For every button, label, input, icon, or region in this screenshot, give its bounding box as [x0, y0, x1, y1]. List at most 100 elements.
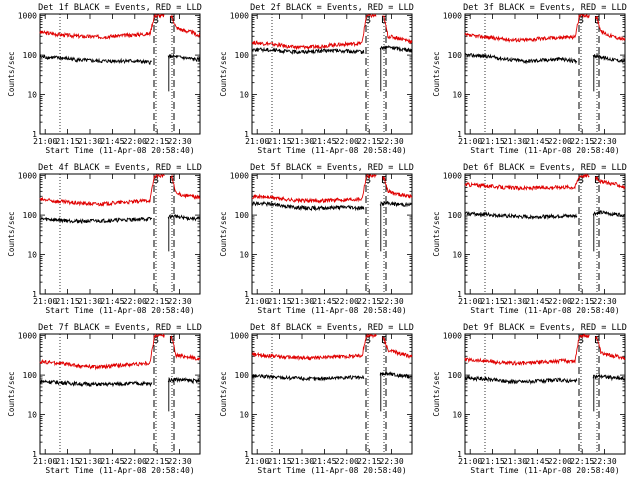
x-tick-label: 22:00	[548, 137, 572, 146]
chart-panel: Det 9f BLACK = Events, RED = LLD 1 10 100 10…	[432, 323, 627, 475]
x-tick-label: 21:00	[245, 457, 269, 466]
series-line	[39, 13, 201, 40]
series-line	[251, 174, 413, 204]
x-axis-label: Start Time (11-Apr-08 20:58:40)	[470, 466, 619, 475]
y-tick-label: 1000	[230, 172, 249, 181]
x-tick-label: 21:15	[268, 457, 292, 466]
y-tick-label: 10	[239, 91, 249, 100]
x-tick-label: 21:45	[100, 297, 124, 306]
x-tick-label: 21:15	[56, 137, 80, 146]
series-line	[251, 44, 413, 92]
series-line	[251, 370, 413, 412]
plot-frame	[39, 13, 201, 135]
x-tick-label: 22:15	[357, 297, 381, 306]
chart-title: Det 2f BLACK = Events, RED = LLD	[250, 3, 414, 13]
x-tick-label: 21:15	[56, 297, 80, 306]
x-tick-label: 21:30	[503, 457, 527, 466]
x-tick-label: 22:00	[548, 457, 572, 466]
series-line	[39, 174, 201, 207]
x-tick-label: 21:00	[33, 297, 57, 306]
x-axis-label: Start Time (11-Apr-08 20:58:40)	[45, 306, 194, 315]
chart-panel: Det 3f BLACK = Events, RED = LLD 1 10 100 10…	[432, 3, 627, 155]
y-axis-label: Counts/sec	[7, 51, 16, 96]
chart-panel: Det 1f BLACK = Events, RED = LLD 1 10 100 10…	[7, 3, 202, 155]
marker-label: S	[153, 335, 159, 346]
x-tick-label: 22:00	[123, 457, 147, 466]
x-tick-label: 22:15	[570, 137, 594, 146]
plot-frame	[39, 173, 201, 295]
x-tick-label: 21:30	[290, 137, 314, 146]
plot-frame	[251, 13, 413, 135]
x-tick-label: 22:00	[548, 297, 572, 306]
marker-label: S	[365, 335, 371, 346]
x-tick-label: 22:00	[335, 457, 359, 466]
series-line	[39, 213, 201, 252]
series-line	[39, 376, 201, 412]
y-tick-label: 10	[27, 251, 37, 260]
y-tick-label: 10	[239, 251, 249, 260]
x-tick-label: 21:45	[100, 137, 124, 146]
x-tick-label: 22:30	[593, 297, 617, 306]
series-line	[464, 14, 626, 44]
chart-title: Det 9f BLACK = Events, RED = LLD	[463, 323, 627, 333]
x-tick-label: 21:00	[458, 137, 482, 146]
x-tick-label: 22:15	[357, 457, 381, 466]
x-tick-label: 22:00	[335, 137, 359, 146]
series-line	[251, 333, 413, 361]
x-tick-label: 21:30	[78, 457, 102, 466]
x-axis-label: Start Time (11-Apr-08 20:58:40)	[470, 306, 619, 315]
y-tick-label: 10	[452, 251, 462, 260]
chart-title: Det 6f BLACK = Events, RED = LLD	[463, 163, 627, 173]
chart-title: Det 3f BLACK = Events, RED = LLD	[463, 3, 627, 13]
x-tick-label: 21:00	[245, 297, 269, 306]
chart-title: Det 8f BLACK = Events, RED = LLD	[250, 323, 414, 333]
marker-label: S	[578, 175, 584, 186]
x-axis-label: Start Time (11-Apr-08 20:58:40)	[45, 146, 194, 155]
series-line	[464, 173, 626, 192]
chart-title: Det 5f BLACK = Events, RED = LLD	[250, 163, 414, 173]
y-tick-label: 1	[244, 450, 249, 459]
x-tick-label: 21:00	[33, 137, 57, 146]
x-tick-label: 22:30	[168, 457, 192, 466]
marker-label: S	[153, 175, 159, 186]
x-tick-label: 21:15	[481, 137, 505, 146]
marker-label: E	[169, 175, 175, 186]
y-tick-label: 1000	[230, 12, 249, 21]
y-tick-label: 1000	[230, 332, 249, 341]
y-axis-label: Counts/sec	[432, 211, 441, 256]
x-tick-label: 22:30	[168, 137, 192, 146]
x-tick-label: 22:00	[123, 297, 147, 306]
x-tick-label: 22:15	[145, 457, 169, 466]
y-tick-label: 10	[27, 91, 37, 100]
marker-label: E	[594, 335, 600, 346]
x-tick-label: 22:15	[357, 137, 381, 146]
y-tick-label: 100	[23, 211, 38, 220]
x-tick-label: 21:30	[78, 297, 102, 306]
plot-frame	[464, 333, 626, 455]
x-tick-label: 21:30	[290, 297, 314, 306]
x-tick-label: 21:15	[268, 137, 292, 146]
marker-label: E	[169, 15, 175, 26]
x-tick-label: 21:45	[525, 297, 549, 306]
chart-panel: Det 2f BLACK = Events, RED = LLD 1 10 100 10…	[219, 3, 414, 155]
marker-label: S	[578, 335, 584, 346]
x-tick-label: 22:30	[593, 137, 617, 146]
x-tick-label: 22:15	[570, 297, 594, 306]
y-tick-label: 100	[448, 211, 463, 220]
chart-panel: Det 6f BLACK = Events, RED = LLD 1 10 100 10…	[432, 163, 627, 315]
x-tick-label: 22:15	[570, 457, 594, 466]
x-tick-label: 21:15	[481, 297, 505, 306]
x-tick-label: 21:45	[100, 457, 124, 466]
y-tick-label: 100	[23, 51, 38, 60]
x-tick-label: 22:15	[145, 137, 169, 146]
marker-label: S	[365, 175, 371, 186]
series-line	[251, 13, 413, 51]
plot-frame	[464, 173, 626, 295]
plot-frame	[251, 333, 413, 455]
x-tick-label: 22:30	[168, 297, 192, 306]
y-tick-label: 1	[32, 450, 37, 459]
y-tick-label: 1000	[443, 12, 462, 21]
x-tick-label: 22:30	[380, 457, 404, 466]
y-axis-label: Counts/sec	[219, 51, 228, 96]
